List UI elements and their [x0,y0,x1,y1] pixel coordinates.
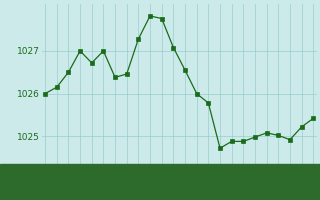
X-axis label: Graphe pression niveau de la mer (hPa): Graphe pression niveau de la mer (hPa) [62,176,296,186]
